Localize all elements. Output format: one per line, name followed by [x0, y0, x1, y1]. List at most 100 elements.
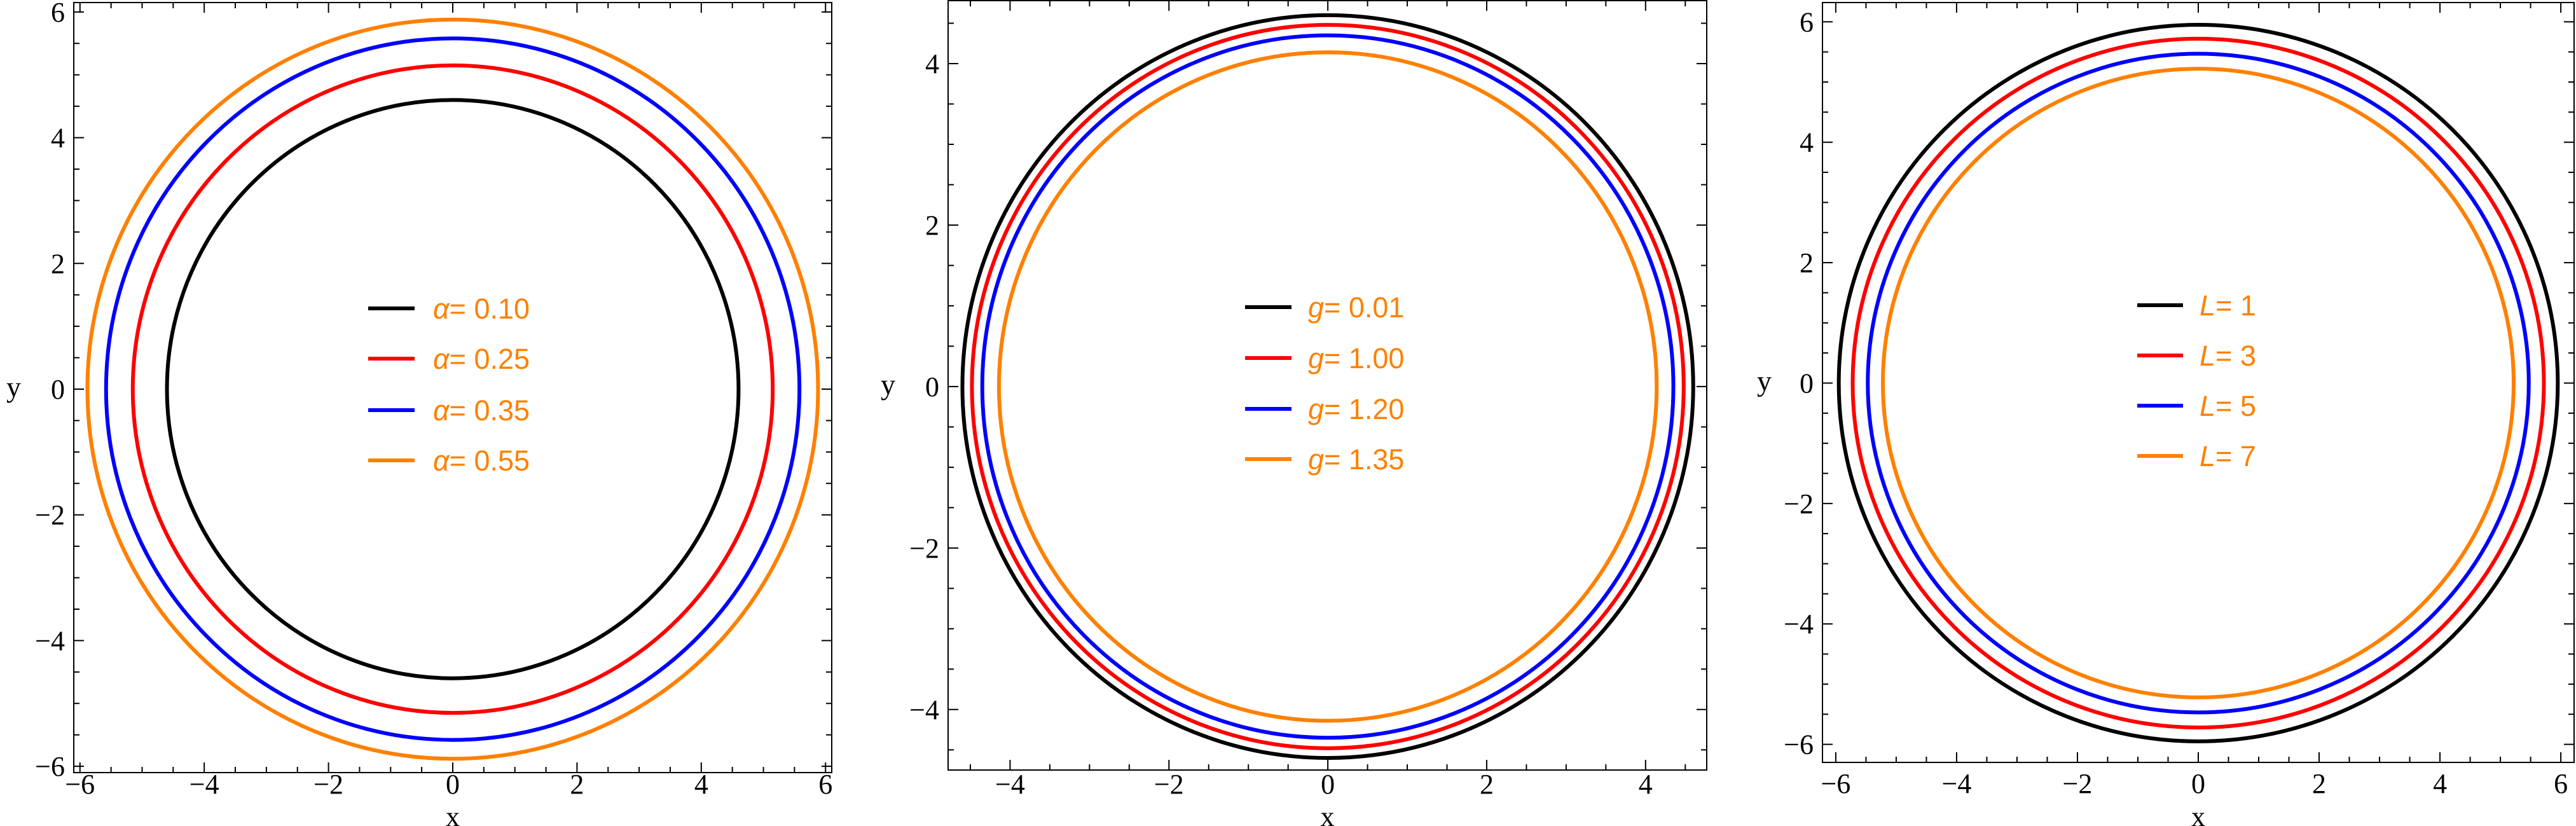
series-curve-2 [970, 23, 1686, 750]
y-tick-label: 0 [51, 374, 65, 405]
legend-value: = 0.55 [450, 444, 530, 477]
series-curve-1 [1836, 23, 2560, 743]
y-tick-label: −6 [1784, 729, 1814, 761]
series-curve-4 [996, 50, 1659, 723]
x-axis-label: x [1321, 801, 1335, 826]
series-curve-3 [1866, 52, 2531, 715]
y-tick-label: 4 [1800, 127, 1814, 158]
y-tick-label: −4 [1784, 609, 1814, 640]
x-tick-label: −4 [995, 769, 1025, 800]
series-curve-2 [130, 63, 775, 715]
y-tick-label: −2 [909, 533, 939, 564]
x-tick-label: 6 [2554, 768, 2568, 799]
x-tick-label: 0 [2191, 768, 2205, 799]
legend-value: = 0.35 [450, 394, 530, 427]
legend: α= 0.10α= 0.25α= 0.35α= 0.55 [368, 293, 530, 477]
legend-symbol: L [2200, 289, 2215, 322]
y-tick-label: 0 [925, 371, 939, 403]
legend-value: = 1 [2215, 289, 2256, 322]
legend-value: = 3 [2215, 340, 2256, 372]
y-tick-label: 4 [51, 123, 65, 154]
x-tick-label: 4 [694, 769, 708, 800]
legend-value: = 7 [2215, 440, 2256, 472]
plot-frame [73, 2, 832, 773]
legend-symbol: L [2200, 340, 2215, 372]
x-tick-label: −6 [65, 769, 95, 800]
x-tick-label: 2 [570, 769, 584, 800]
x-axis-label: x [446, 801, 460, 826]
legend-label: α= 0.10 [433, 293, 530, 325]
y-tick-label: −6 [35, 751, 65, 782]
y-tick-label: −2 [35, 500, 65, 531]
legend-symbol: g [1308, 342, 1324, 375]
legend-symbol: α [433, 343, 450, 375]
plot-frame [1822, 2, 2575, 763]
x-tick-label: 4 [2433, 768, 2447, 799]
plot-frame [947, 0, 1707, 771]
series-curve-3 [980, 33, 1676, 740]
series-curve-4 [85, 17, 820, 761]
legend-label: α= 0.25 [433, 343, 530, 375]
legend-label: L= 7 [2200, 440, 2256, 472]
legend-label: g= 1.20 [1308, 393, 1404, 425]
legend-value: = 1.35 [1324, 443, 1404, 476]
legend-label: g= 1.00 [1308, 342, 1404, 375]
series-curve-3 [104, 36, 802, 742]
y-tick-label: 0 [1800, 368, 1814, 399]
x-tick-label: −6 [1821, 768, 1850, 799]
y-tick-label: 6 [1800, 6, 1814, 38]
legend-value: = 0.01 [1324, 291, 1404, 324]
legend-value: = 5 [2215, 390, 2256, 422]
y-tick-label: −4 [909, 694, 939, 726]
legend-label: g= 0.01 [1308, 291, 1404, 324]
legend-symbol: g [1308, 291, 1324, 324]
series-curve-2 [1850, 36, 2546, 730]
legend-value: = 1.20 [1324, 393, 1404, 425]
series-curve-1 [960, 13, 1695, 760]
legend-label: L= 3 [2200, 340, 2256, 372]
legend-value: = 0.10 [450, 293, 530, 325]
legend-symbol: L [2200, 440, 2215, 472]
x-tick-label: −4 [189, 769, 219, 800]
x-tick-label: 4 [1639, 769, 1653, 800]
legend-label: α= 0.55 [433, 444, 530, 477]
x-tick-label: −4 [1942, 768, 1972, 799]
legend-label: L= 1 [2200, 289, 2256, 322]
y-axis-label: y [6, 371, 21, 403]
legend-symbol: g [1308, 443, 1324, 476]
x-tick-label: −2 [1154, 769, 1184, 800]
legend-symbol: α [433, 293, 450, 325]
legend-label: α= 0.35 [433, 394, 530, 427]
y-axis-label: y [1757, 364, 1772, 397]
legend-symbol: g [1308, 393, 1324, 425]
legend-symbol: α [433, 444, 450, 477]
x-axis-label: x [2191, 801, 2205, 826]
legend: L= 1L= 3L= 5L= 7 [2137, 289, 2256, 472]
y-tick-label: −4 [35, 625, 65, 656]
legend-value: = 0.25 [450, 343, 530, 375]
y-tick-label: −2 [1784, 488, 1814, 520]
legend: g= 0.01g= 1.00g= 1.20g= 1.35 [1245, 291, 1404, 476]
legend-symbol: L [2200, 390, 2215, 422]
y-axis-label: y [881, 368, 895, 401]
x-tick-label: 2 [2312, 768, 2326, 799]
legend-symbol: α [433, 394, 450, 427]
legend-value: = 1.00 [1324, 342, 1404, 375]
series-curve-4 [1881, 67, 2516, 699]
legend-label: L= 5 [2200, 390, 2256, 422]
x-tick-label: 6 [818, 769, 832, 800]
legend-label: g= 1.35 [1308, 443, 1404, 476]
series-curve-1 [165, 98, 741, 680]
x-tick-label: −2 [313, 769, 343, 800]
x-tick-label: 2 [1480, 769, 1494, 800]
y-tick-label: 4 [925, 48, 939, 79]
y-tick-label: 6 [51, 0, 65, 28]
y-tick-label: 2 [1800, 247, 1814, 279]
x-tick-label: 0 [1321, 769, 1335, 800]
y-tick-label: 2 [51, 248, 65, 279]
y-tick-label: 2 [925, 210, 939, 241]
